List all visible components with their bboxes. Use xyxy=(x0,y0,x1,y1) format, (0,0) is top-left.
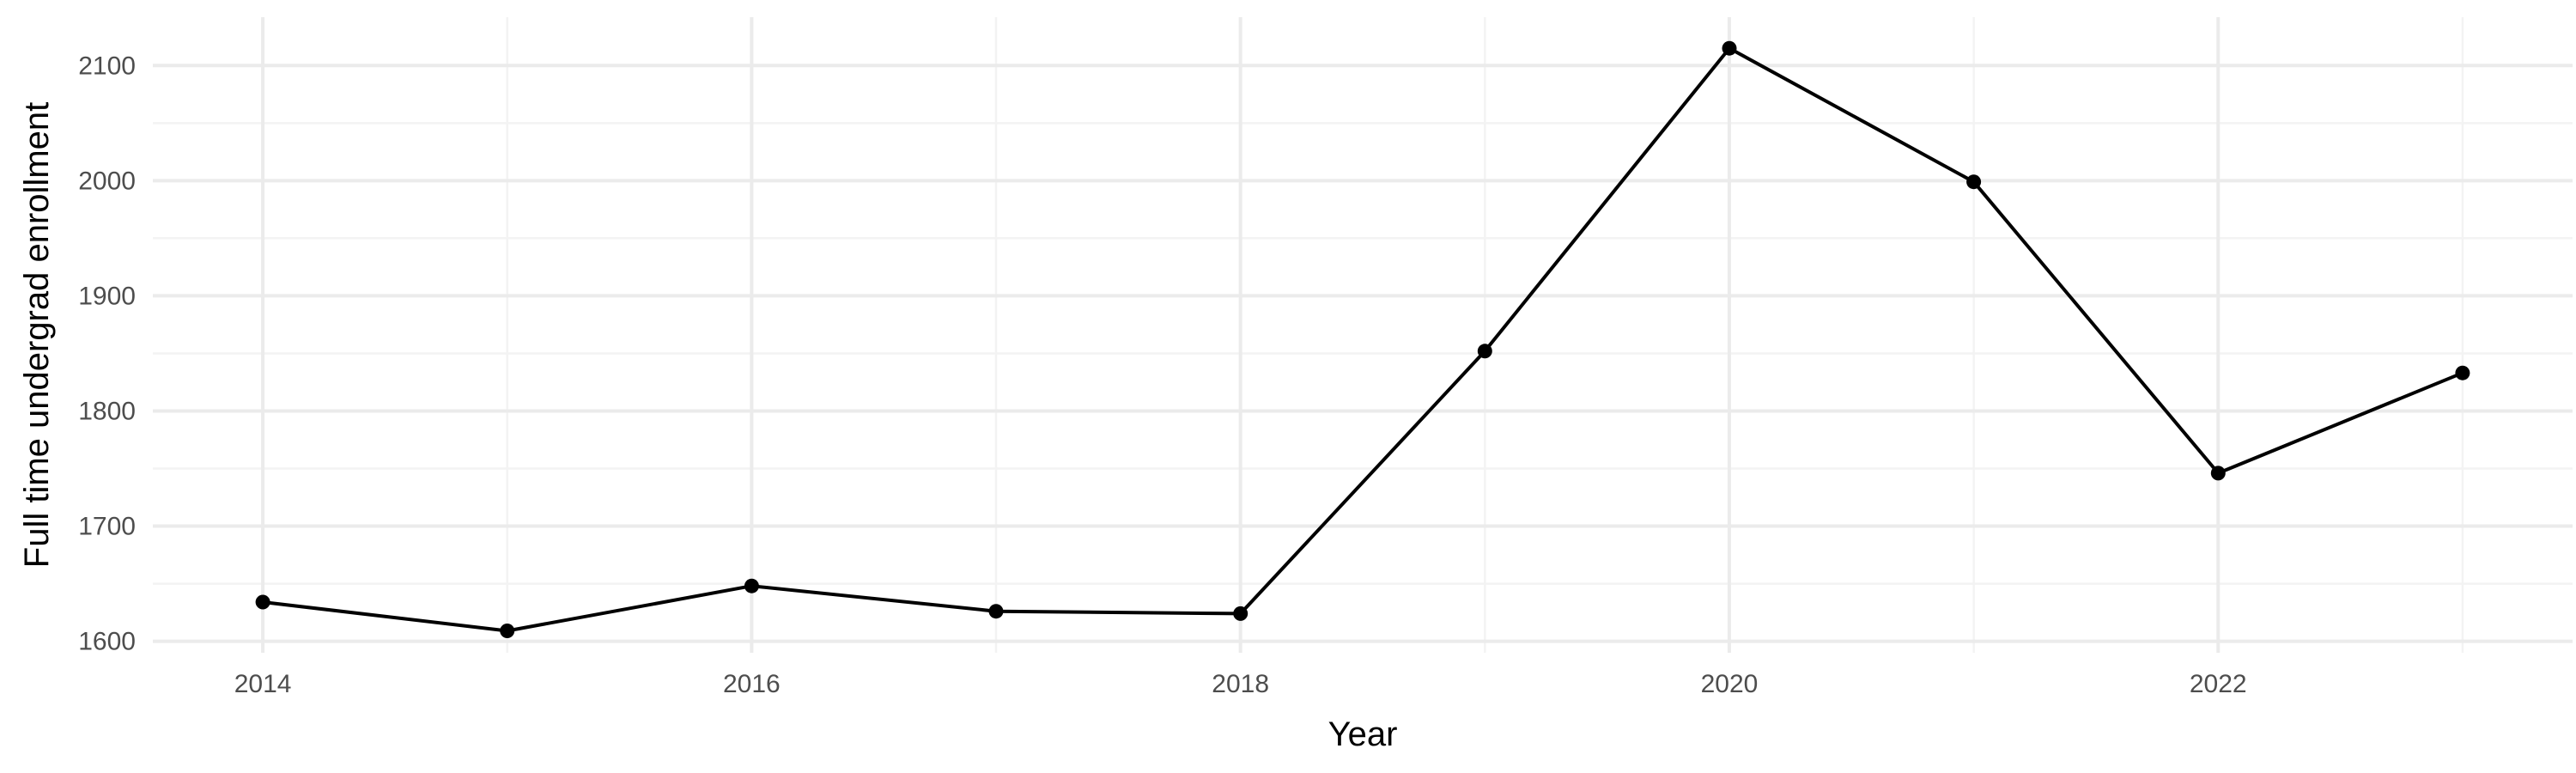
x-tick-label: 2016 xyxy=(723,670,781,698)
x-axis-title: Year xyxy=(1328,715,1398,753)
minor-gridlines xyxy=(153,17,2573,653)
y-tick-label: 1900 xyxy=(78,282,136,310)
major-gridlines xyxy=(153,17,2573,653)
data-point xyxy=(1966,174,1982,190)
y-tick-label: 2100 xyxy=(78,52,136,80)
x-tick-label: 2014 xyxy=(234,670,292,698)
data-point xyxy=(1722,40,1737,56)
x-tick-label: 2018 xyxy=(1212,670,1269,698)
x-axis-tick-labels: 2014 2016 2018 2020 2022 xyxy=(234,670,2247,698)
data-point xyxy=(500,624,515,638)
x-tick-label: 2022 xyxy=(2190,670,2247,698)
data-point xyxy=(2210,466,2226,481)
x-tick-label: 2020 xyxy=(1701,670,1759,698)
y-axis-tick-labels: 1600 1700 1800 1900 2000 2100 xyxy=(78,52,136,655)
data-point xyxy=(744,578,759,593)
y-tick-label: 2000 xyxy=(78,167,136,195)
data-point xyxy=(988,604,1004,619)
data-point xyxy=(2455,365,2470,380)
y-axis-title: Full time undergrad enrollment xyxy=(18,102,56,568)
series-layer xyxy=(255,40,2470,638)
y-tick-label: 1800 xyxy=(78,397,136,425)
y-tick-label: 1600 xyxy=(78,628,136,656)
y-tick-label: 1700 xyxy=(78,513,136,541)
data-point xyxy=(1233,606,1249,621)
data-point xyxy=(1477,344,1492,359)
series-line xyxy=(262,46,2464,633)
data-point xyxy=(255,594,270,610)
